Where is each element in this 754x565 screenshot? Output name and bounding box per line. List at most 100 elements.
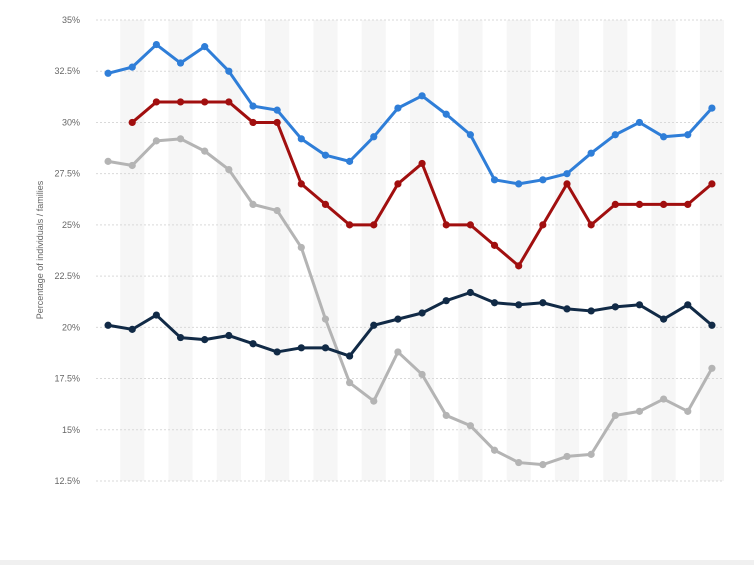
data-point[interactable] bbox=[225, 331, 233, 340]
data-point[interactable] bbox=[249, 118, 257, 127]
data-point[interactable] bbox=[201, 98, 209, 106]
data-point[interactable] bbox=[394, 315, 402, 323]
data-point[interactable] bbox=[442, 411, 450, 420]
data-point[interactable] bbox=[611, 200, 619, 208]
data-point[interactable] bbox=[297, 243, 305, 252]
data-point[interactable] bbox=[490, 176, 499, 184]
data-point[interactable] bbox=[394, 180, 402, 188]
data-point[interactable] bbox=[635, 301, 644, 309]
data-point[interactable] bbox=[176, 59, 185, 67]
data-point[interactable] bbox=[104, 69, 112, 77]
data-point[interactable] bbox=[611, 411, 619, 420]
data-point[interactable] bbox=[176, 333, 185, 342]
data-point[interactable] bbox=[466, 131, 474, 139]
data-point[interactable] bbox=[201, 336, 209, 344]
data-point[interactable] bbox=[418, 92, 426, 100]
data-point[interactable] bbox=[587, 450, 595, 458]
data-point[interactable] bbox=[611, 131, 619, 139]
data-point[interactable] bbox=[539, 461, 547, 469]
data-point[interactable] bbox=[490, 241, 499, 249]
data-point[interactable] bbox=[660, 395, 668, 403]
data-point[interactable] bbox=[515, 301, 523, 309]
data-point[interactable] bbox=[394, 348, 402, 356]
data-point[interactable] bbox=[563, 452, 571, 461]
data-point[interactable] bbox=[563, 180, 571, 188]
data-point[interactable] bbox=[346, 352, 354, 360]
data-point[interactable] bbox=[708, 180, 716, 188]
data-point[interactable] bbox=[273, 118, 281, 127]
data-point[interactable] bbox=[539, 176, 547, 184]
data-point[interactable] bbox=[466, 221, 474, 229]
data-point[interactable] bbox=[370, 397, 378, 405]
data-point[interactable] bbox=[128, 161, 136, 170]
data-point[interactable] bbox=[297, 180, 305, 188]
data-point[interactable] bbox=[587, 307, 595, 315]
data-point[interactable] bbox=[152, 137, 160, 145]
data-point[interactable] bbox=[273, 348, 281, 356]
data-point[interactable] bbox=[660, 133, 668, 141]
data-point[interactable] bbox=[273, 206, 281, 215]
data-point[interactable] bbox=[128, 118, 136, 127]
data-point[interactable] bbox=[635, 407, 644, 415]
data-point[interactable] bbox=[346, 221, 354, 229]
data-point[interactable] bbox=[466, 422, 474, 430]
data-point[interactable] bbox=[418, 159, 426, 168]
data-point[interactable] bbox=[346, 379, 354, 387]
data-point[interactable] bbox=[104, 321, 112, 329]
data-point[interactable] bbox=[152, 40, 160, 49]
data-point[interactable] bbox=[370, 221, 378, 229]
data-point[interactable] bbox=[152, 311, 160, 319]
data-point[interactable] bbox=[490, 299, 499, 307]
data-point[interactable] bbox=[490, 446, 499, 454]
data-point[interactable] bbox=[587, 149, 595, 157]
data-point[interactable] bbox=[249, 200, 257, 208]
data-point[interactable] bbox=[611, 303, 619, 311]
data-point[interactable] bbox=[225, 98, 233, 106]
data-point[interactable] bbox=[515, 262, 523, 270]
data-point[interactable] bbox=[321, 151, 330, 159]
data-point[interactable] bbox=[418, 370, 426, 379]
data-point[interactable] bbox=[684, 131, 692, 139]
data-point[interactable] bbox=[708, 364, 716, 372]
data-point[interactable] bbox=[684, 407, 692, 415]
data-point[interactable] bbox=[273, 106, 281, 114]
data-point[interactable] bbox=[225, 165, 233, 174]
data-point[interactable] bbox=[297, 344, 305, 352]
data-point[interactable] bbox=[635, 200, 644, 208]
data-point[interactable] bbox=[466, 288, 474, 297]
data-point[interactable] bbox=[201, 43, 209, 51]
data-point[interactable] bbox=[587, 221, 595, 229]
data-point[interactable] bbox=[442, 221, 450, 229]
data-point[interactable] bbox=[563, 305, 571, 313]
data-point[interactable] bbox=[128, 63, 136, 71]
data-point[interactable] bbox=[370, 133, 378, 141]
data-point[interactable] bbox=[104, 157, 112, 165]
data-point[interactable] bbox=[660, 200, 668, 208]
data-point[interactable] bbox=[684, 301, 692, 309]
data-point[interactable] bbox=[321, 200, 330, 208]
data-point[interactable] bbox=[418, 309, 426, 317]
data-point[interactable] bbox=[539, 299, 547, 307]
data-point[interactable] bbox=[152, 98, 160, 106]
data-point[interactable] bbox=[249, 102, 257, 110]
data-point[interactable] bbox=[442, 297, 450, 305]
data-point[interactable] bbox=[297, 135, 305, 143]
data-point[interactable] bbox=[321, 344, 330, 352]
data-point[interactable] bbox=[176, 135, 185, 143]
data-point[interactable] bbox=[660, 315, 668, 323]
data-point[interactable] bbox=[128, 325, 136, 333]
data-point[interactable] bbox=[708, 104, 716, 112]
data-point[interactable] bbox=[201, 147, 209, 155]
data-point[interactable] bbox=[684, 200, 692, 208]
data-point[interactable] bbox=[394, 104, 402, 112]
data-point[interactable] bbox=[515, 458, 523, 467]
data-point[interactable] bbox=[176, 98, 185, 106]
data-point[interactable] bbox=[708, 321, 716, 329]
data-point[interactable] bbox=[370, 321, 378, 329]
data-point[interactable] bbox=[515, 180, 523, 188]
data-point[interactable] bbox=[442, 110, 450, 118]
data-point[interactable] bbox=[321, 315, 330, 323]
data-point[interactable] bbox=[563, 170, 571, 178]
data-point[interactable] bbox=[635, 118, 644, 127]
data-point[interactable] bbox=[539, 221, 547, 229]
